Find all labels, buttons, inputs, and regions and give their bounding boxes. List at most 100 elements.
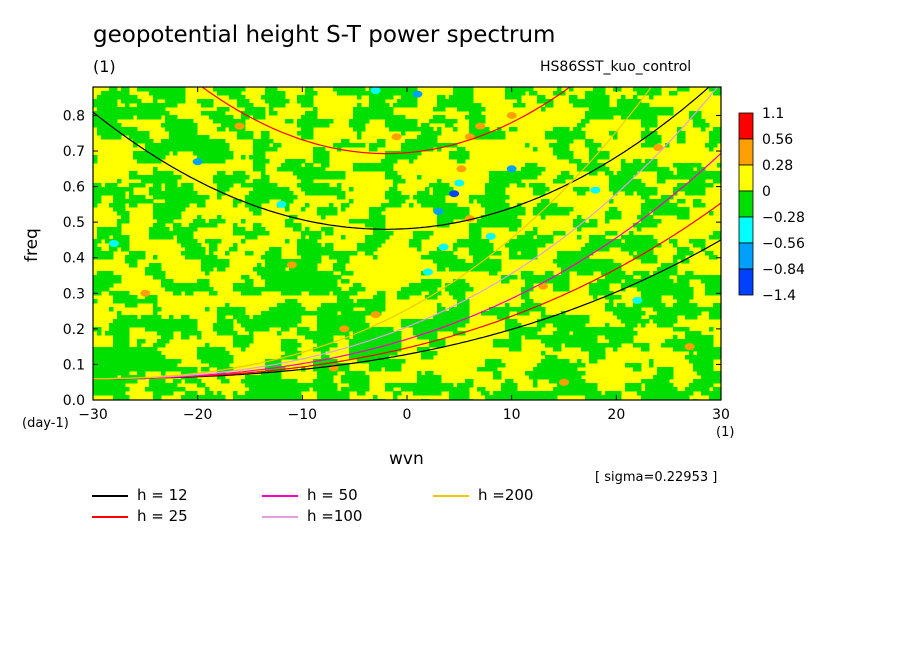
heatmap-cell <box>601 327 606 332</box>
heatmap-cell <box>709 291 714 296</box>
heatmap-cell <box>685 251 690 256</box>
heatmap-cell <box>149 179 154 184</box>
heatmap-cell <box>341 267 346 272</box>
heatmap-cell <box>513 327 518 332</box>
heatmap-cell <box>441 343 446 348</box>
heatmap-cell <box>717 355 721 360</box>
heatmap-cell <box>681 283 686 288</box>
heatmap-cell <box>245 99 250 104</box>
heatmap-cell <box>249 331 254 336</box>
heatmap-cell <box>465 99 470 104</box>
heatmap-cell <box>509 227 514 232</box>
heatmap-cell <box>509 323 514 328</box>
heatmap-cell <box>617 239 622 244</box>
heatmap-cell <box>673 283 678 288</box>
heatmap-cell <box>325 227 330 232</box>
heatmap-cell <box>461 319 466 324</box>
heatmap-cell <box>621 95 626 100</box>
heatmap-cell <box>437 95 442 100</box>
heatmap-cell <box>477 367 482 372</box>
heatmap-cell <box>373 99 378 104</box>
heatmap-cell <box>109 87 114 92</box>
heatmap-cell <box>441 267 446 272</box>
heatmap-cell <box>441 191 446 196</box>
heatmap-cell <box>281 275 286 280</box>
heatmap-cell <box>445 143 450 148</box>
heatmap-cell <box>605 219 610 224</box>
heatmap-cell <box>441 307 446 312</box>
heatmap-cell <box>333 287 338 292</box>
heatmap-cell <box>641 303 646 308</box>
heatmap-cell <box>181 95 186 100</box>
heatmap-cell <box>301 275 306 280</box>
heatmap-cell <box>121 315 126 320</box>
heatmap-cell <box>217 115 222 120</box>
heatmap-cell <box>589 107 594 112</box>
heatmap-cell <box>161 235 166 240</box>
heatmap-cell <box>285 283 290 288</box>
heatmap-cell <box>609 243 614 248</box>
heatmap-cell <box>121 187 126 192</box>
heatmap-cell <box>425 131 430 136</box>
heatmap-cell <box>157 143 162 148</box>
heatmap-cell <box>621 103 626 108</box>
heatmap-cell <box>125 291 130 296</box>
heatmap-cell <box>185 331 190 336</box>
heatmap-cell <box>545 239 550 244</box>
heatmap-cell <box>689 307 694 312</box>
heatmap-cell <box>421 351 426 356</box>
heatmap-cell <box>309 251 314 256</box>
heatmap-cell <box>137 107 142 112</box>
heatmap-cell <box>321 303 326 308</box>
heatmap-cell <box>193 331 198 336</box>
heatmap-cell <box>213 347 218 352</box>
heatmap-cell <box>425 235 430 240</box>
heatmap-cell <box>693 335 698 340</box>
heatmap-cell <box>201 347 206 352</box>
heatmap-cell <box>285 159 290 164</box>
heatmap-cell <box>501 183 506 188</box>
heatmap-cell <box>549 271 554 276</box>
heatmap-cell <box>557 287 562 292</box>
heatmap-cell <box>277 191 282 196</box>
heatmap-cell <box>481 267 486 272</box>
heatmap-cell <box>165 231 170 236</box>
heatmap-cell <box>109 107 114 112</box>
heatmap-cell <box>441 187 446 192</box>
heatmap-cell <box>641 319 646 324</box>
heatmap-cell <box>433 107 438 112</box>
heatmap-cell <box>241 275 246 280</box>
heatmap-cell <box>181 143 186 148</box>
heatmap-cell <box>145 175 150 180</box>
heatmap-cell <box>649 279 654 284</box>
heatmap-cell <box>265 175 270 180</box>
heatmap-cell <box>561 275 566 280</box>
heatmap-cell <box>137 159 142 164</box>
heatmap-cell <box>537 187 542 192</box>
heatmap-cell <box>133 151 138 156</box>
heatmap-cell <box>205 279 210 284</box>
heatmap-cell <box>133 251 138 256</box>
heatmap-cell <box>149 159 154 164</box>
heatmap-cell <box>369 247 374 252</box>
heatmap-cell <box>189 119 194 124</box>
heatmap-cell <box>633 243 638 248</box>
heatmap-cell <box>121 95 126 100</box>
heatmap-cell <box>217 363 222 368</box>
heatmap-cell <box>381 203 386 208</box>
heatmap-cell <box>581 339 586 344</box>
heatmap-cell <box>153 311 158 316</box>
heatmap-cell <box>273 111 278 116</box>
heatmap-cell <box>685 247 690 252</box>
heatmap-cell <box>465 115 470 120</box>
heatmap-cell <box>285 303 290 308</box>
heatmap-cell <box>265 283 270 288</box>
heatmap-cell <box>513 227 518 232</box>
heatmap-cell <box>669 367 674 372</box>
heatmap-cell <box>389 343 394 348</box>
heatmap-cell <box>333 343 338 348</box>
heatmap-cell <box>429 319 434 324</box>
heatmap-cell <box>281 271 286 276</box>
heatmap-cell <box>97 367 102 372</box>
heatmap-cell <box>641 223 646 228</box>
